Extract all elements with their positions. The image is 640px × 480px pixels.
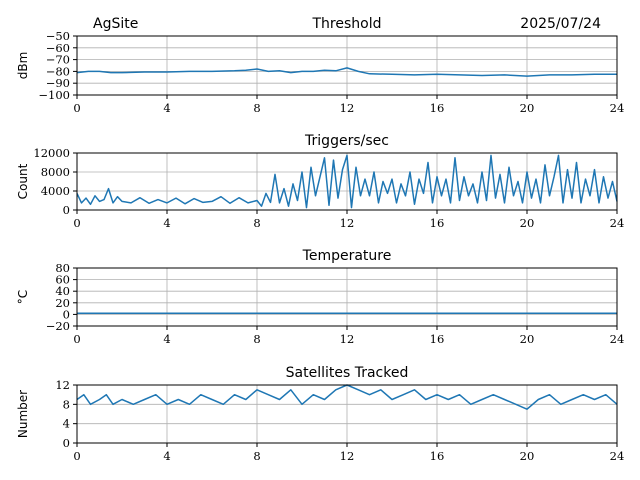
x-tick-label: 8 (253, 101, 260, 115)
chart-title: Satellites Tracked (286, 365, 409, 381)
x-tick-label: 4 (163, 101, 170, 115)
x-tick-label: 8 (253, 216, 260, 230)
y-tick-label: 60 (55, 273, 70, 287)
date-label: 2025/07/24 (520, 16, 601, 32)
x-tick-label: 8 (253, 332, 260, 346)
chart-panel-1: 0 4 8 12 16 20 24 12000 8000 4000 0 Triggers/sec Cou… (16, 133, 624, 230)
y-tick-label: −70 (46, 53, 70, 67)
series-line-0 (76, 154, 618, 209)
x-tick-label: 12 (340, 449, 355, 463)
y-tick-label: 0 (63, 203, 70, 217)
y-axis-label: Count (16, 163, 30, 199)
y-tick-label: 4000 (41, 184, 70, 198)
x-tick-label: 0 (73, 216, 80, 230)
x-tick-label: 16 (430, 449, 445, 463)
x-tick-label: 0 (73, 449, 80, 463)
y-tick-label: −50 (46, 29, 70, 43)
chart-panel-3: 0 4 8 12 16 20 24 12 8 4 0 Satellites Tracked Number (16, 365, 624, 463)
x-tick-label: 20 (520, 216, 535, 230)
x-tick-label: 4 (163, 449, 170, 463)
y-tick-label: 4 (63, 417, 70, 431)
y-axis-label: Number (16, 390, 30, 438)
x-tick-label: 24 (610, 449, 625, 463)
x-tick-label: 24 (610, 101, 625, 115)
y-tick-label: −20 (46, 319, 70, 333)
y-tick-label: 80 (55, 261, 70, 275)
y-tick-label: 20 (55, 296, 70, 310)
y-tick-label: 12000 (33, 146, 70, 160)
y-tick-label: −90 (46, 76, 70, 90)
panels: 0 4 8 12 16 20 24 −50−60−70−80−90−100 Threshold d… (16, 16, 624, 463)
x-tick-label: 24 (610, 216, 625, 230)
chart-title: Triggers/sec (304, 133, 389, 149)
x-tick-label: 16 (430, 101, 445, 115)
y-tick-label: 8000 (41, 165, 70, 179)
x-tick-label: 20 (520, 332, 535, 346)
x-tick-label: 24 (610, 332, 625, 346)
x-tick-label: 20 (520, 449, 535, 463)
y-tick-label: 0 (63, 436, 70, 450)
x-tick-label: 0 (73, 332, 80, 346)
y-tick-label: −60 (46, 41, 70, 55)
y-tick-label: 12 (55, 378, 70, 392)
x-tick-label: 4 (163, 216, 170, 230)
chart-title: Temperature (302, 248, 392, 264)
y-axis-label: °C (16, 290, 30, 304)
x-tick-label: 0 (73, 101, 80, 115)
x-tick-label: 12 (340, 101, 355, 115)
x-tick-label: 12 (340, 332, 355, 346)
x-tick-label: 4 (163, 332, 170, 346)
y-tick-label: −100 (38, 88, 70, 102)
y-tick-label: −80 (46, 64, 70, 78)
chart-panel-0: 0 4 8 12 16 20 24 −50−60−70−80−90−100 Threshold d… (16, 16, 624, 115)
x-tick-label: 12 (340, 216, 355, 230)
chart-title: Threshold (312, 16, 382, 32)
y-axis-label: dBm (16, 52, 30, 80)
x-tick-label: 8 (253, 449, 260, 463)
x-tick-label: 16 (430, 332, 445, 346)
y-tick-label: 8 (63, 397, 70, 411)
y-tick-label: 40 (55, 284, 70, 298)
y-tick-label: 0 (63, 307, 70, 321)
site-label: AgSite (93, 16, 138, 32)
x-tick-label: 16 (430, 216, 445, 230)
x-tick-label: 20 (520, 101, 535, 115)
